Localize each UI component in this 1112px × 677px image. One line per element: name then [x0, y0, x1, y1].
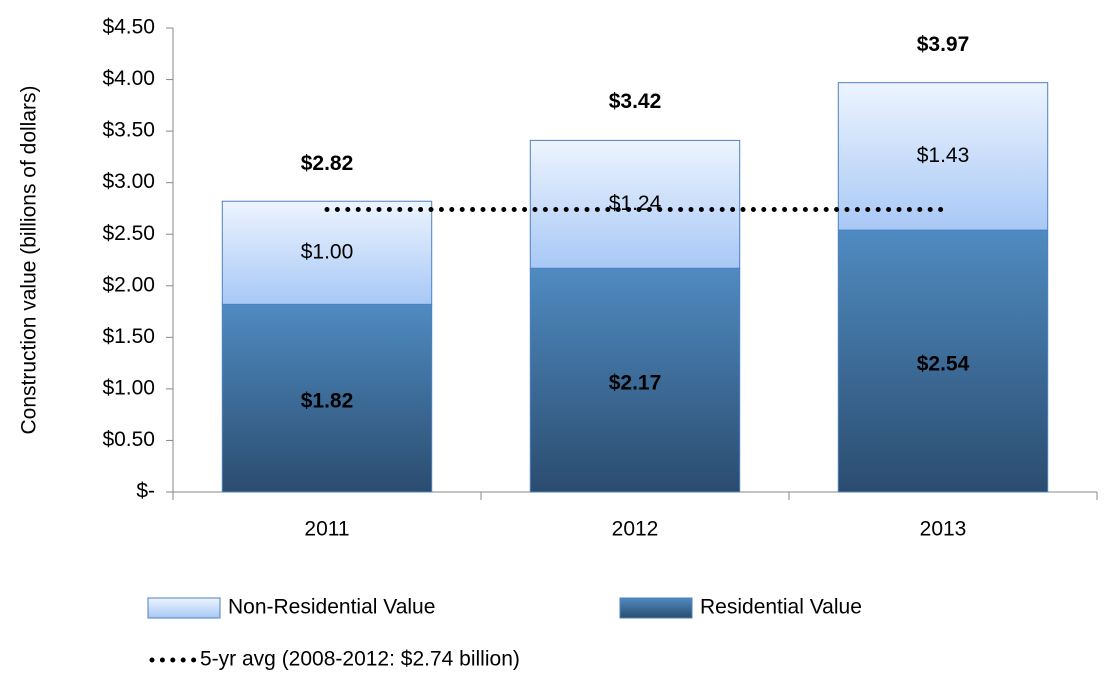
y-tick-label: $4.00: [102, 67, 155, 90]
y-tick-label: $4.50: [102, 16, 155, 39]
y-axis-title: Construction value (billions of dollars): [18, 86, 41, 435]
legend-swatch: [619, 597, 693, 619]
value-label: $2.17: [609, 372, 662, 395]
total-label: $3.42: [609, 90, 662, 113]
value-label: $1.43: [917, 144, 970, 167]
y-tick-label: $2.50: [102, 222, 155, 245]
value-label: $1.00: [301, 240, 354, 263]
bar-segment: [221, 303, 433, 493]
legend-label: Residential Value: [700, 596, 862, 619]
value-label: $2.54: [917, 353, 970, 376]
y-tick-label: $1.50: [102, 325, 155, 348]
total-label: $3.97: [917, 33, 970, 56]
x-tick-label: 2011: [304, 518, 349, 541]
y-tick-label: $3.00: [102, 170, 155, 193]
legend-label: 5-yr avg (2008-2012: $2.74 billion): [200, 648, 520, 671]
y-tick-label: $2.00: [102, 273, 155, 296]
bar-segment: [221, 200, 433, 305]
x-tick-label: 2013: [920, 518, 967, 541]
bar-segment: [837, 82, 1049, 231]
bar-segment: [529, 267, 741, 493]
y-tick-label: $1.00: [102, 376, 155, 399]
y-tick-label: $0.50: [102, 428, 155, 451]
y-tick-label: $-: [136, 480, 155, 503]
x-tick-label: 2012: [612, 518, 659, 541]
y-tick-label: $3.50: [102, 119, 155, 142]
value-label: $1.82: [301, 390, 354, 413]
bar-segment: [529, 139, 741, 269]
legend-label: Non-Residential Value: [228, 596, 435, 619]
total-label: $2.82: [301, 152, 354, 175]
legend-swatch: [147, 597, 221, 619]
